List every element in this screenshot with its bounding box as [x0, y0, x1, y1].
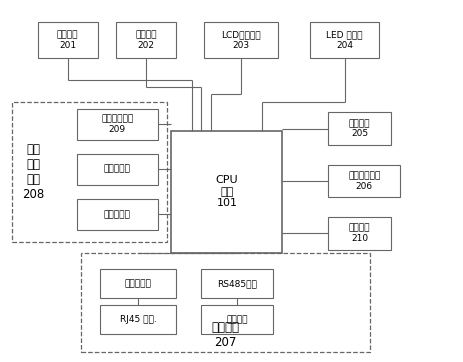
Text: 输入
输出
模块
208: 输入 输出 模块 208: [22, 143, 44, 201]
Text: LED 指示灯
204: LED 指示灯 204: [326, 31, 363, 50]
FancyBboxPatch shape: [328, 165, 400, 197]
FancyBboxPatch shape: [100, 306, 176, 334]
Text: 复位模块
201: 复位模块 201: [57, 31, 78, 50]
Text: 继电器输出: 继电器输出: [104, 210, 131, 219]
FancyBboxPatch shape: [38, 22, 98, 58]
Text: 接口模块
207: 接口模块 207: [212, 321, 240, 349]
Text: CPU
模块
101: CPU 模块 101: [216, 175, 238, 209]
FancyBboxPatch shape: [100, 269, 176, 298]
Text: 数据存储模块
206: 数据存储模块 206: [348, 171, 380, 191]
FancyBboxPatch shape: [310, 22, 379, 58]
Text: 时钟模块
205: 时钟模块 205: [349, 119, 370, 138]
Text: 接线端子: 接线端子: [226, 315, 248, 324]
Text: 开关量输入: 开关量输入: [104, 165, 131, 174]
FancyBboxPatch shape: [77, 109, 157, 139]
FancyBboxPatch shape: [204, 22, 278, 58]
FancyBboxPatch shape: [77, 154, 157, 185]
FancyBboxPatch shape: [77, 199, 157, 230]
Text: RJ45 接口.: RJ45 接口.: [119, 315, 156, 324]
FancyBboxPatch shape: [201, 269, 273, 298]
Text: RS485接口: RS485接口: [217, 279, 257, 288]
FancyBboxPatch shape: [328, 217, 391, 249]
Text: 按键模块
202: 按键模块 202: [135, 31, 157, 50]
Text: 计量芯片模块
209: 计量芯片模块 209: [101, 114, 133, 134]
Text: LCD显示模块
203: LCD显示模块 203: [221, 31, 261, 50]
Text: 物理层芯片: 物理层芯片: [125, 279, 151, 288]
FancyBboxPatch shape: [328, 113, 391, 145]
FancyBboxPatch shape: [171, 131, 282, 253]
FancyBboxPatch shape: [116, 22, 176, 58]
FancyBboxPatch shape: [201, 306, 273, 334]
Text: 电源模块
210: 电源模块 210: [349, 224, 370, 243]
